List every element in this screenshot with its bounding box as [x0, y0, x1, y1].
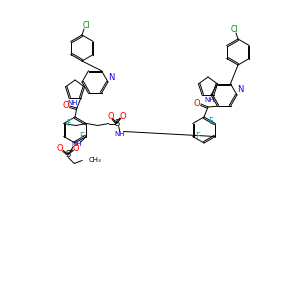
Text: O: O: [107, 112, 114, 121]
Text: NH: NH: [205, 97, 215, 103]
Text: F: F: [79, 132, 84, 141]
Text: NH: NH: [115, 130, 125, 136]
Text: N: N: [108, 73, 114, 82]
Text: Cl: Cl: [230, 26, 238, 34]
Text: O: O: [57, 144, 64, 153]
Text: F: F: [208, 117, 213, 126]
Text: O: O: [73, 144, 80, 153]
Text: O: O: [63, 100, 69, 109]
Text: S: S: [114, 119, 119, 128]
Text: NH: NH: [68, 100, 78, 106]
Text: N: N: [237, 85, 243, 94]
Text: F: F: [195, 132, 200, 141]
Text: S: S: [66, 150, 71, 159]
Text: NH: NH: [71, 142, 82, 148]
Text: O: O: [119, 112, 126, 121]
Text: CH₃: CH₃: [88, 157, 101, 163]
Text: Cl: Cl: [82, 22, 90, 31]
Text: O: O: [194, 98, 200, 107]
Text: F: F: [66, 119, 71, 128]
